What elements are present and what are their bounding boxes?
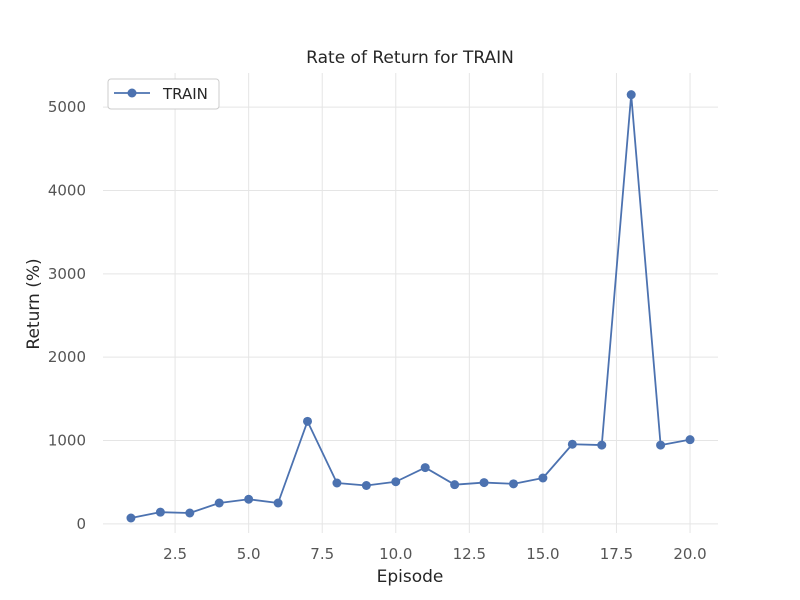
legend-entry-train: TRAIN [162,85,208,103]
y-tick-label: 0 [76,515,86,533]
series-layer [126,90,695,523]
data-point [479,478,489,488]
y-tick-label: 2000 [48,348,86,366]
x-tick-label: 5.0 [237,545,261,563]
y-axis-label: Return (%) [24,258,44,349]
data-point [597,440,607,450]
data-point [361,481,371,490]
data-point [126,513,136,523]
data-point [214,498,224,508]
chart-title: Rate of Return for TRAIN [306,48,514,68]
x-tick-label: 17.5 [600,545,633,563]
data-point [155,507,165,517]
x-tick-label: 7.5 [310,545,334,563]
x-tick-label: 12.5 [453,545,486,563]
legend: TRAIN [107,78,220,110]
y-tick-label: 3000 [48,265,86,283]
data-point [244,494,254,504]
data-point [450,480,460,490]
legend-marker [127,88,137,98]
series-line-train [130,93,691,519]
x-tick-labels: 2.5 5.0 7.5 10.0 12.5 15.0 17.5 20.0 [163,545,707,563]
data-point [420,463,430,473]
x-tick-label: 2.5 [163,545,187,563]
grid [103,73,718,533]
y-tick-label: 5000 [48,98,86,116]
data-point [332,478,342,488]
data-point [685,435,695,445]
x-tick-label: 20.0 [673,545,706,563]
data-point [626,90,636,100]
data-point [567,439,577,449]
data-point [508,479,518,489]
y-tick-labels: 0 1000 2000 3000 4000 5000 [48,98,86,533]
x-tick-label: 15.0 [526,545,559,563]
y-tick-label: 1000 [48,432,86,450]
legend-box [107,78,220,110]
x-tick-label: 10.0 [379,545,412,563]
data-point [391,477,401,487]
data-point [185,508,195,518]
data-point [273,498,283,508]
y-tick-label: 4000 [48,182,86,200]
data-point [303,416,313,426]
x-axis-label: Episode [377,567,444,587]
data-point [656,440,666,450]
data-point [538,473,548,483]
